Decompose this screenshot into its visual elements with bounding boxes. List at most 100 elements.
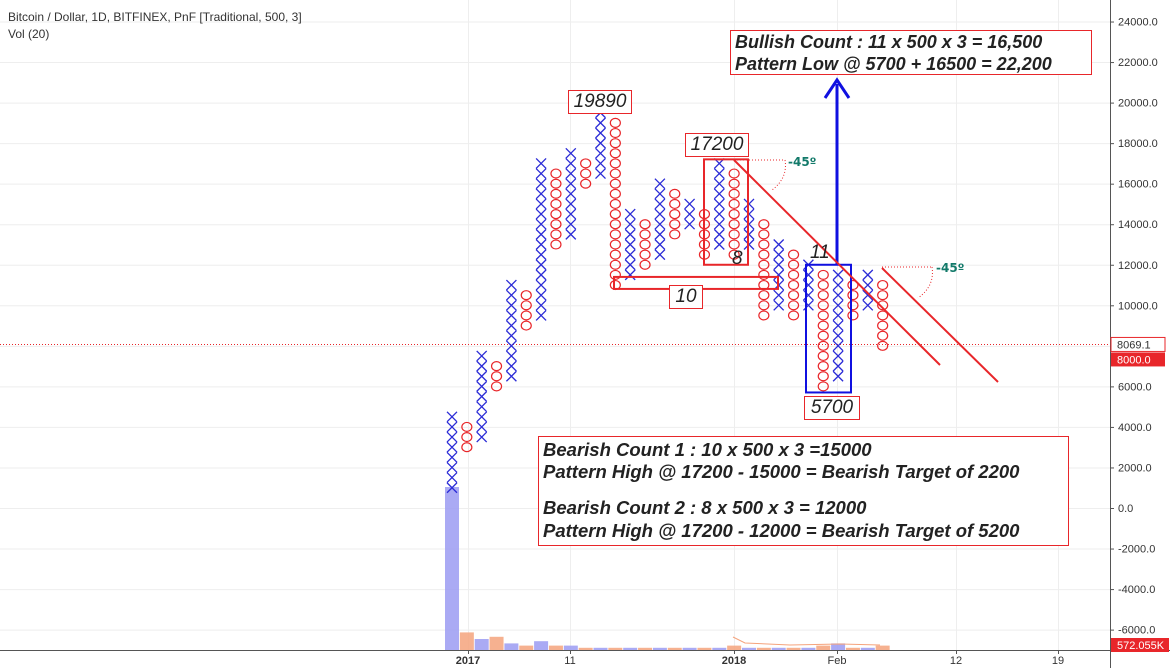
x-mark [654, 249, 666, 261]
x-mark [773, 269, 785, 281]
x-mark [802, 289, 814, 301]
x-mark [773, 239, 785, 250]
o-column [847, 279, 859, 321]
x-mark [476, 411, 488, 423]
o-mark [609, 127, 621, 139]
x-mark [713, 178, 725, 190]
x-mark [832, 289, 844, 301]
volume-bar [667, 647, 682, 650]
o-mark [669, 219, 681, 230]
x-mark [476, 421, 488, 433]
volume-bar [608, 647, 623, 650]
x-mark [595, 117, 606, 129]
x-column [654, 178, 666, 261]
x-mark [832, 370, 844, 382]
x-mark [832, 330, 844, 342]
o-mark [787, 269, 800, 280]
x-mark [862, 269, 874, 281]
x-mark [446, 462, 458, 473]
x-mark [832, 279, 844, 291]
x-mark [476, 431, 488, 443]
x-mark [624, 249, 636, 261]
o-mark [669, 198, 681, 210]
x-tick-label: 12 [950, 655, 962, 667]
x-mark [505, 370, 517, 382]
x-mark [802, 279, 814, 291]
x-tick-label: 2018 [722, 655, 746, 667]
o-mark [787, 290, 800, 301]
volume-tag: 572.055K [1117, 640, 1165, 652]
x-mark [654, 228, 666, 240]
x-mark [476, 370, 488, 382]
volume-bar [697, 647, 712, 650]
o-mark [758, 239, 770, 250]
volume-bar [756, 647, 771, 650]
x-mark [535, 188, 547, 200]
x-mark [535, 279, 547, 291]
x-mark [624, 239, 636, 250]
x-column [565, 147, 577, 240]
volume-bar [504, 643, 519, 650]
bullish-count-line: Bullish Count : 11 x 500 x 3 = 16,500 [735, 32, 1043, 52]
o-mark [847, 310, 859, 321]
o-mark [728, 229, 740, 240]
bearish-count2-line: Bearish Count 2 : 8 x 500 x 3 = 12000 [543, 497, 867, 519]
bullish-arrow-head [823, 77, 851, 99]
x-mark [446, 421, 458, 433]
o-mark [787, 300, 800, 311]
o-mark [550, 209, 562, 220]
volume-bar [712, 647, 727, 650]
volume-bar [534, 641, 549, 650]
x-mark [684, 208, 696, 220]
o-mark [580, 158, 592, 169]
o-column [550, 168, 562, 250]
x-mark [505, 340, 517, 352]
o-mark [461, 431, 473, 443]
y-tick-label: 22000.0 [1118, 57, 1158, 69]
o-mark [787, 259, 800, 270]
x-mark [595, 137, 606, 149]
volume-bar [801, 647, 816, 650]
box-price-tag-bg [1111, 352, 1165, 367]
o-mark [728, 178, 740, 189]
label-8: 8 [732, 248, 743, 269]
x-mark [535, 299, 547, 311]
x-mark [624, 259, 636, 271]
o-mark [609, 158, 621, 169]
o-mark [580, 168, 592, 179]
y-tick-label: 18000.0 [1118, 138, 1158, 150]
x-column [595, 107, 606, 180]
x-mark [832, 320, 844, 332]
o-mark [639, 229, 651, 240]
y-tick-label: -4000.0 [1118, 584, 1155, 596]
bearish-target1-line: Pattern High @ 17200 - 15000 = Bearish T… [543, 461, 1020, 483]
o-mark [817, 310, 829, 321]
x-mark [505, 320, 517, 332]
o-mark [609, 148, 621, 159]
x-mark [624, 218, 636, 230]
x-mark [565, 198, 577, 210]
x-mark [535, 228, 547, 240]
x-mark [595, 127, 606, 139]
x-mark [505, 309, 517, 321]
o-mark [609, 229, 621, 240]
y-tick-label: -2000.0 [1118, 544, 1155, 556]
o-mark [728, 219, 740, 230]
o-mark [550, 178, 562, 189]
o-mark [758, 219, 770, 230]
o-mark [609, 138, 621, 149]
o-mark [728, 168, 740, 179]
x-tick-label: Feb [828, 655, 847, 667]
x-mark [862, 289, 874, 301]
x-column [832, 269, 844, 382]
o-mark [609, 249, 621, 260]
x-mark [713, 168, 725, 180]
o-column [877, 279, 889, 351]
x-mark [654, 239, 666, 250]
o-mark [877, 340, 889, 351]
x-column [535, 157, 547, 321]
o-mark [550, 239, 562, 250]
angle-arc-1 [771, 159, 786, 191]
o-mark [877, 330, 889, 341]
x-column [446, 411, 458, 494]
